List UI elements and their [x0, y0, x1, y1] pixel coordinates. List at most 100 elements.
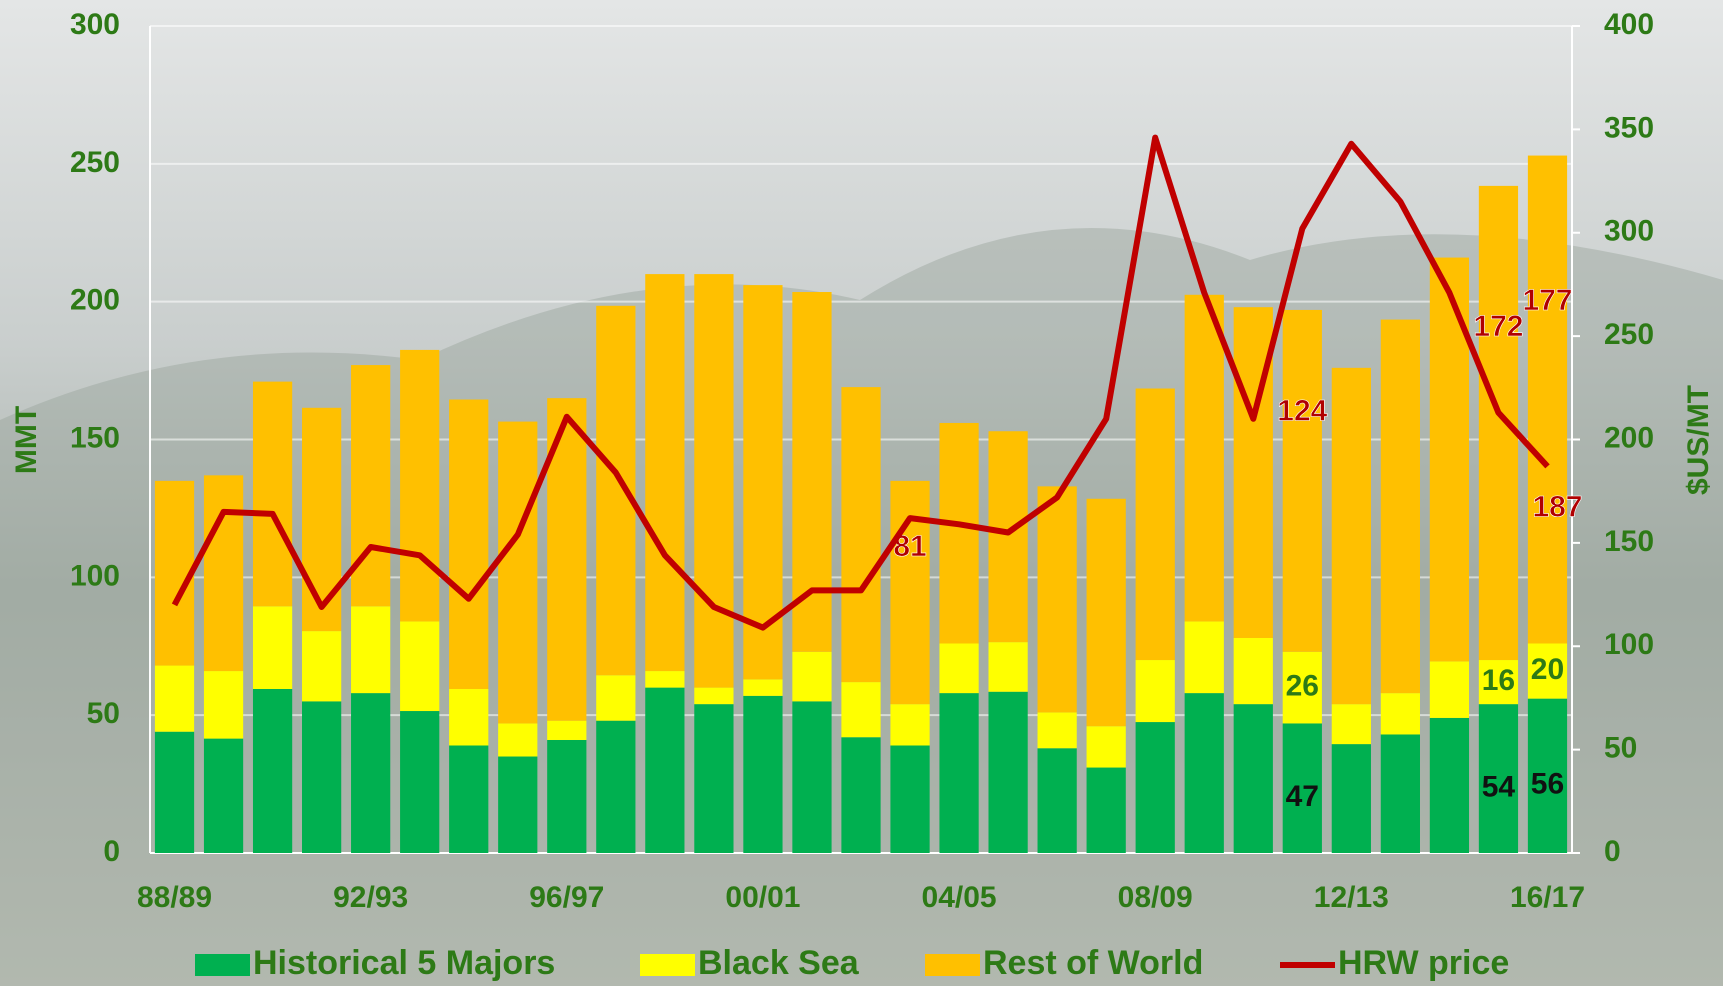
data-label: 177	[1522, 284, 1572, 317]
legend-swatch	[195, 954, 250, 976]
bar-segment	[694, 274, 734, 688]
bar-segment	[1282, 651, 1322, 724]
legend-swatch	[925, 954, 980, 976]
bar-segment	[351, 693, 391, 853]
bar-segment	[890, 745, 930, 853]
y2-tick-label: 400	[1604, 8, 1654, 41]
data-label: 47	[1286, 780, 1319, 813]
y2-tick-label: 100	[1604, 628, 1654, 661]
y2-tick-label: 150	[1604, 525, 1654, 558]
y-tick-label: 200	[70, 284, 120, 317]
y-tick-label: 250	[70, 146, 120, 179]
bar-segment	[154, 665, 195, 732]
bar-segment	[792, 701, 832, 853]
bar-segment	[1086, 726, 1126, 768]
y2-tick-label: 300	[1604, 215, 1654, 248]
bar-segment	[498, 723, 538, 757]
bar-segment	[890, 480, 930, 705]
bar-segment	[498, 756, 538, 853]
bar-segment	[1331, 744, 1371, 853]
price-line	[171, 134, 1550, 631]
bar-segment	[1478, 660, 1519, 705]
bar-segment	[1429, 661, 1470, 718]
y-tick-label: 50	[87, 697, 120, 730]
bar-segment	[1135, 660, 1175, 723]
bar-segment	[743, 285, 783, 680]
bar-segment	[1380, 319, 1420, 694]
bar-segment	[1429, 717, 1470, 853]
bar-segment	[1282, 723, 1322, 853]
bar-segment	[1184, 294, 1224, 622]
bar-segment	[1135, 722, 1175, 853]
bar-segment	[1429, 257, 1470, 662]
bar-segment	[743, 679, 783, 696]
bar-segment	[1037, 748, 1077, 853]
bar-segment	[1331, 367, 1371, 705]
bar-segment	[154, 480, 195, 666]
y2-tick-label: 200	[1604, 421, 1654, 454]
bar-segment	[1233, 704, 1273, 853]
bar-segment	[400, 621, 440, 712]
bar-segment	[596, 720, 636, 853]
y2-tick-label: 350	[1604, 111, 1654, 144]
bar-segment	[988, 691, 1028, 853]
bar-segment	[645, 274, 685, 672]
legend-label: Rest of World	[983, 944, 1203, 982]
x-tick-label: 04/05	[922, 881, 997, 914]
x-tick-label: 16/17	[1510, 881, 1585, 914]
bar-segment	[1037, 712, 1077, 749]
bar-segment	[743, 695, 783, 853]
bar-segment	[1086, 767, 1126, 853]
data-label: 172	[1473, 310, 1523, 343]
bar-segment	[1135, 388, 1175, 661]
data-label: 26	[1286, 670, 1319, 703]
bar-segment	[1037, 486, 1077, 713]
y-tick-label: 0	[103, 835, 120, 868]
data-label: 124	[1277, 394, 1327, 427]
x-tick-label: 12/13	[1314, 881, 1389, 914]
y2-axis-title: $US/MT	[1682, 385, 1715, 495]
bar-segment	[841, 682, 881, 738]
bar-segment	[1282, 309, 1322, 652]
x-tick-label: 96/97	[529, 881, 604, 914]
bar-segment	[351, 606, 391, 694]
bar-segment	[252, 688, 293, 853]
bar-segment	[939, 643, 979, 694]
bar-segment	[203, 671, 244, 739]
y-tick-label: 150	[70, 421, 120, 454]
bar-segment	[988, 642, 1028, 692]
legend-label: Historical 5 Majors	[253, 944, 555, 982]
bar-segment	[645, 687, 685, 853]
bar-segment	[939, 693, 979, 853]
bar-segment	[1380, 734, 1420, 853]
bar-segment	[694, 704, 734, 853]
bar-segment	[252, 606, 293, 689]
bar-segment	[1380, 693, 1420, 735]
bar-segment	[302, 701, 342, 853]
bar-segment	[694, 687, 734, 705]
bar-segment	[1478, 704, 1519, 853]
bar-segment	[890, 704, 930, 746]
bar-segment	[841, 737, 881, 853]
legend-label: Black Sea	[698, 944, 860, 982]
bar-segment	[252, 381, 293, 607]
bar-segment	[1527, 698, 1568, 853]
bar-segment	[203, 738, 244, 853]
y-tick-label: 100	[70, 559, 120, 592]
bar-segment	[302, 407, 342, 632]
data-label: 56	[1531, 768, 1564, 801]
y2-tick-label: 0	[1604, 835, 1621, 868]
bar-segment	[449, 688, 489, 746]
bar-segment	[1086, 498, 1126, 727]
bar-segment	[1184, 693, 1224, 853]
x-tick-label: 00/01	[725, 881, 800, 914]
bar-segment	[400, 349, 440, 622]
bar-segment	[841, 387, 881, 683]
bar-segment	[645, 671, 685, 688]
bar-segment	[596, 675, 636, 721]
bar-segment	[400, 711, 440, 853]
bar-segment	[1527, 643, 1568, 699]
bar-segment	[792, 651, 832, 702]
bar-segment	[154, 731, 195, 853]
bar-segment	[1331, 704, 1371, 745]
